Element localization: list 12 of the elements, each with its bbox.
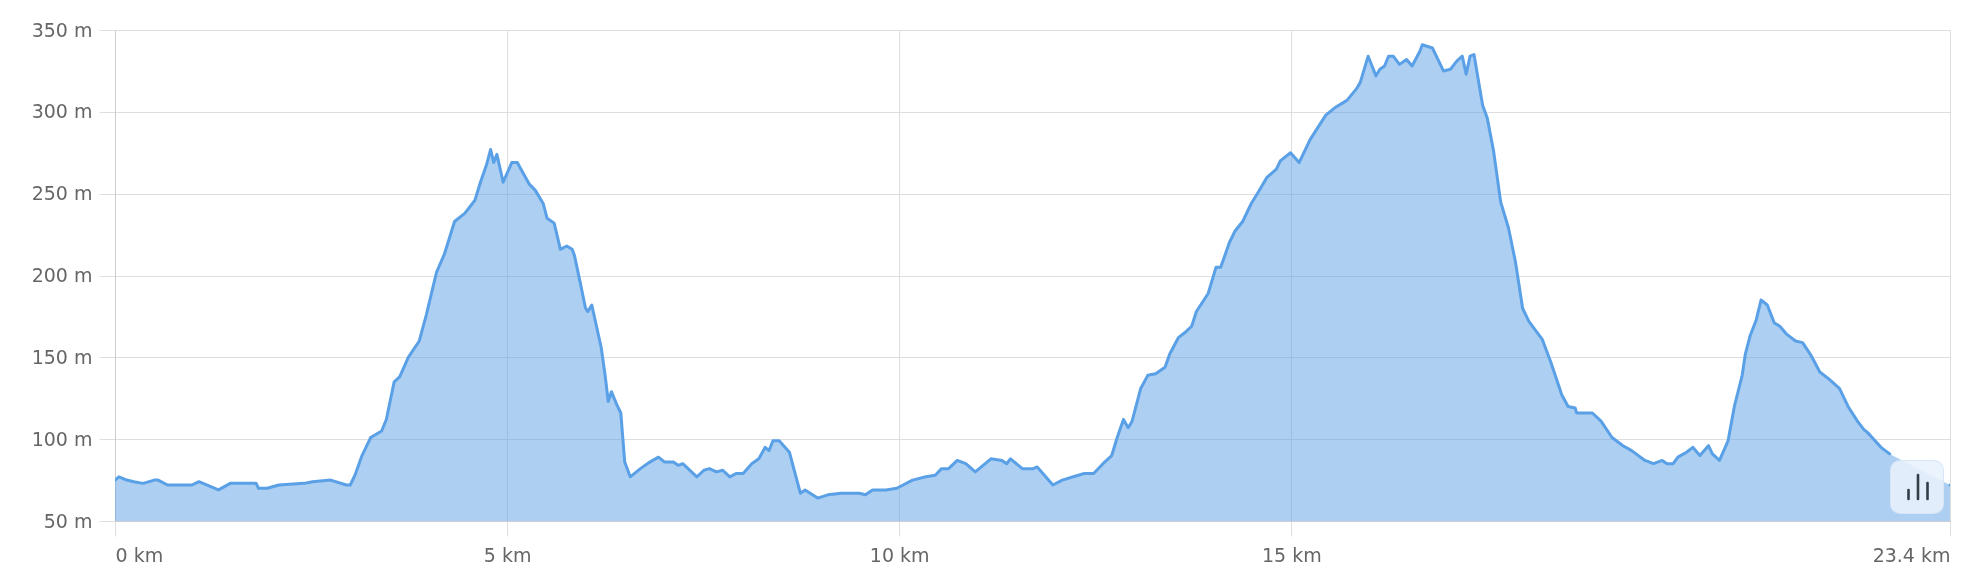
x-tick-label: 23.4 km: [1872, 543, 1951, 566]
x-tick-label: 10 km: [869, 543, 930, 566]
y-tick-label: 250 m: [31, 182, 93, 205]
y-tick-label: 300 m: [31, 100, 93, 123]
y-tick-label: 100 m: [31, 427, 93, 450]
y-tick-label: 200 m: [31, 264, 93, 286]
y-tick-label: 150 m: [31, 345, 93, 368]
y-tick-label: 50 m: [43, 509, 93, 532]
x-tick-label: 5 km: [483, 543, 532, 566]
y-tick-label: 350 m: [31, 18, 93, 41]
x-tick-label: 15 km: [1261, 543, 1322, 566]
x-tick-label: 0 km: [115, 543, 164, 566]
